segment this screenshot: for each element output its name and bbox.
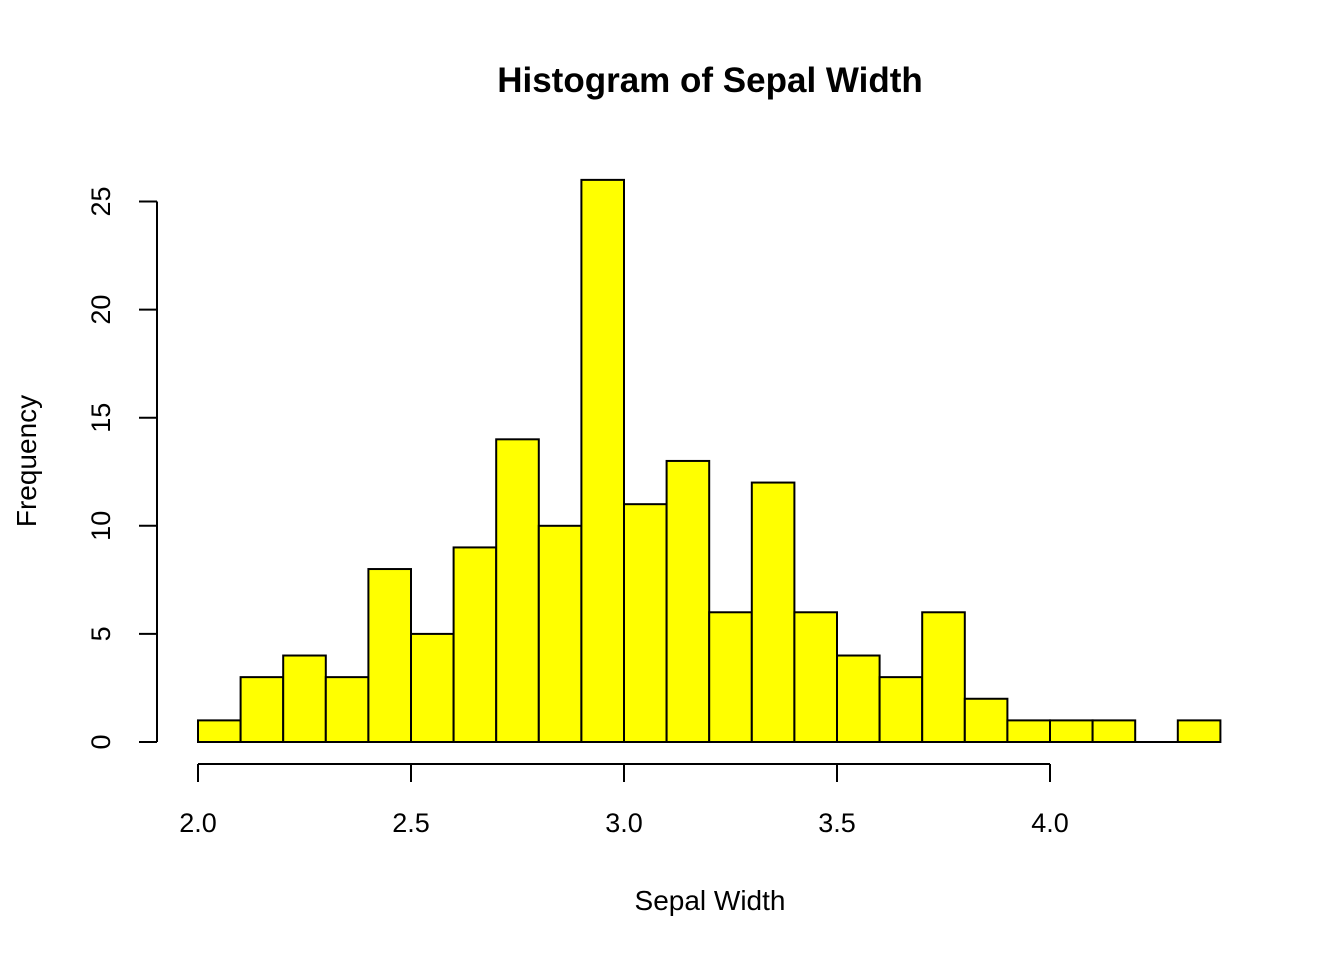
histogram-bar-23	[1176, 719, 1222, 744]
x-tick-label-1: 2.5	[392, 808, 430, 838]
histogram-bar-5	[410, 632, 455, 744]
y-tick-label-0: 0	[86, 734, 116, 749]
histogram-bar-4	[367, 568, 412, 743]
histogram-bar-11	[665, 459, 711, 743]
histogram-bar-1	[239, 676, 285, 744]
x-tick-label-2: 3.0	[605, 808, 643, 838]
histogram-bar-10	[623, 503, 668, 743]
histogram-bar-13	[750, 481, 796, 743]
bars-group	[197, 178, 1222, 744]
histogram-bar-14	[793, 611, 839, 744]
y-tick-label-4: 20	[86, 295, 116, 325]
histogram-bar-16	[878, 676, 924, 744]
y-tick-label-2: 10	[86, 511, 116, 541]
x-axis-label: Sepal Width	[635, 885, 786, 916]
x-axis: 2.0 2.5 3.0 3.5 4.0	[179, 763, 1069, 838]
histogram-bar-2	[282, 654, 327, 744]
y-axis-label: Frequency	[11, 395, 42, 527]
histogram-bar-17	[921, 611, 966, 744]
histogram-bar-12	[708, 611, 753, 744]
histogram-bar-18	[963, 697, 1009, 744]
y-tick-label-1: 5	[86, 626, 116, 641]
chart-title: Histogram of Sepal Width	[497, 61, 923, 100]
histogram-bar-15	[836, 654, 881, 744]
histogram-bar-6	[452, 546, 498, 743]
x-tick-label-0: 2.0	[179, 808, 217, 838]
histogram-bar-7	[495, 438, 540, 743]
y-tick-label-3: 15	[86, 403, 116, 433]
histogram-bar-8	[537, 524, 583, 743]
histogram-bar-3	[324, 676, 370, 744]
x-tick-label-3: 3.5	[818, 808, 856, 838]
histogram-bar-21	[1091, 719, 1137, 744]
histogram-bar-9	[580, 178, 626, 743]
histogram-bar-20	[1049, 719, 1094, 744]
y-axis: 0 5 10 15 20 25	[86, 186, 158, 750]
histogram-bar-19	[1006, 719, 1052, 744]
x-tick-label-4: 4.0	[1031, 808, 1069, 838]
histogram-bar-0	[197, 719, 242, 744]
y-tick-label-5: 25	[86, 186, 116, 216]
